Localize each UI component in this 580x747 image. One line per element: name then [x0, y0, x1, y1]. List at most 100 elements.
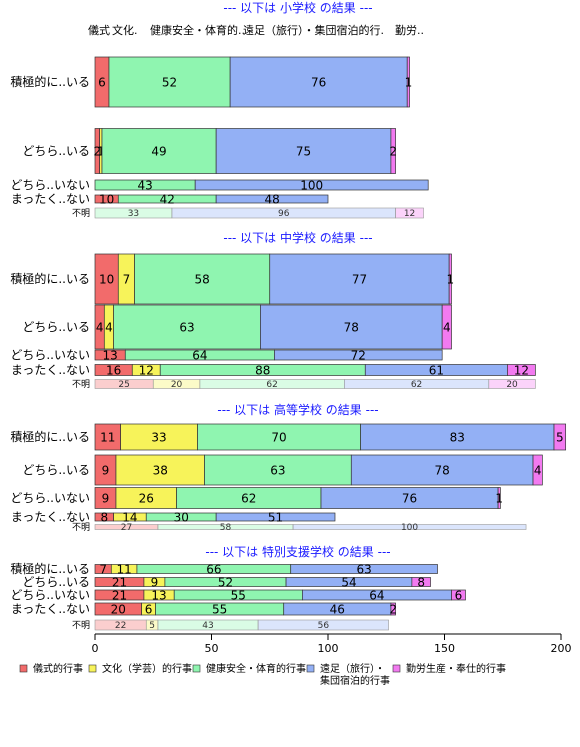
data-label: 20: [171, 380, 183, 390]
data-label: 72: [351, 349, 366, 363]
bar-segment: [101, 128, 217, 174]
data-label: 20: [506, 380, 518, 390]
data-label: 61: [429, 364, 444, 378]
data-label: 10: [99, 193, 114, 207]
data-label: 21: [112, 576, 127, 590]
data-label: 20: [111, 603, 126, 617]
data-label: 21: [112, 589, 127, 603]
data-label: 11: [100, 431, 115, 445]
bar-segment: [229, 56, 408, 108]
bar-segment: [451, 589, 466, 601]
bar-segment: [274, 349, 443, 361]
category-label: どちら..いない: [10, 588, 90, 602]
x-tick-label: 150: [434, 642, 455, 655]
legend-swatch: [19, 664, 28, 673]
data-label: 66: [206, 563, 221, 577]
data-label: 9: [102, 492, 110, 506]
bar-segment: [257, 619, 389, 631]
category-label: まったく..ない: [11, 192, 90, 206]
data-label: 4: [443, 321, 451, 335]
data-label: 48: [264, 193, 279, 207]
category-label: まったく..ない: [11, 363, 90, 377]
x-tick-label: 0: [92, 642, 99, 655]
legend-swatch: [392, 664, 401, 673]
data-label: 58: [195, 273, 210, 287]
panel-title: --- 以下は 特別支援学校 の結果 ---: [205, 544, 390, 559]
bar-segment: [113, 304, 261, 350]
data-label: 12: [139, 364, 154, 378]
data-label: 63: [179, 321, 194, 335]
data-label: 78: [344, 321, 359, 335]
data-label: 96: [278, 209, 290, 219]
x-tick-label: 50: [205, 642, 219, 655]
data-label: 100: [401, 523, 418, 533]
category-label: まったく..ない: [11, 510, 90, 524]
bar-segment: [507, 364, 536, 376]
data-label: 56: [318, 621, 330, 631]
data-label: 6: [455, 589, 463, 603]
data-label: 62: [411, 380, 422, 390]
data-label: 62: [241, 492, 256, 506]
legend-label: 健康安全・体育的行事: [206, 662, 306, 675]
data-label: 2: [94, 145, 102, 159]
data-label: 76: [402, 492, 417, 506]
legend-label: 遠足（旅行）・集団宿泊的行事: [320, 662, 390, 687]
bar-segment: [553, 423, 567, 451]
data-label: 70: [271, 431, 286, 445]
bar-segment: [108, 56, 231, 108]
data-label: 27: [121, 523, 132, 533]
bar-segment: [390, 602, 396, 616]
data-label: 42: [160, 193, 175, 207]
bar-segment: [194, 179, 429, 191]
panel-title: --- 以下は 小学校 の結果 ---: [223, 0, 372, 15]
data-label: 7: [123, 273, 131, 287]
bar-segment: [411, 577, 431, 587]
legend-label: 勤労生産・奉仕的行事: [406, 662, 506, 675]
data-label: 54: [341, 576, 356, 590]
panel-title: --- 以下は 中学校 の結果 ---: [223, 230, 372, 245]
data-label: 2: [389, 603, 397, 617]
data-label: 6: [145, 603, 153, 617]
data-label: 12: [514, 364, 529, 378]
category-label: どちら..いない: [10, 348, 90, 362]
data-label: 63: [270, 464, 285, 478]
bar-segment: [215, 128, 392, 174]
data-label: 4: [105, 321, 113, 335]
bar-segment: [390, 128, 396, 174]
data-label: 4: [534, 464, 542, 478]
data-label: 12: [404, 209, 415, 219]
data-label: 38: [153, 464, 168, 478]
category-label: どちら..いる: [22, 463, 90, 477]
data-label: 62: [266, 380, 277, 390]
data-label: 1: [97, 145, 105, 159]
data-label: 5: [556, 431, 564, 445]
data-label: 2: [389, 145, 397, 159]
bar-segment: [448, 253, 452, 305]
category-label: どちら..いない: [10, 491, 90, 505]
x-tick-label: 100: [318, 642, 339, 655]
data-label: 51: [268, 511, 283, 525]
data-label: 1: [405, 76, 413, 90]
category-label: 不明: [72, 208, 90, 219]
data-label: 43: [202, 621, 213, 631]
data-label: 64: [192, 349, 207, 363]
data-label: 16: [106, 364, 121, 378]
data-label: 4: [96, 321, 104, 335]
data-label: 9: [151, 576, 159, 590]
legend-label: 儀式的行事: [33, 662, 83, 675]
data-label: 1: [495, 492, 503, 506]
data-label: 9: [102, 464, 110, 478]
series-header-label: 遠足（旅行）・集団宿泊的行.: [243, 23, 384, 37]
data-label: 100: [300, 179, 323, 193]
data-label: 88: [255, 364, 270, 378]
data-label: 83: [450, 431, 465, 445]
legend-swatch: [192, 664, 201, 673]
bar-segment: [488, 379, 536, 389]
data-label: 64: [369, 589, 384, 603]
data-label: 22: [115, 621, 126, 631]
data-label: 13: [151, 589, 166, 603]
data-label: 77: [352, 273, 367, 287]
data-label: 5: [149, 621, 155, 631]
category-label: 積極的に..いる: [10, 429, 90, 444]
data-label: 46: [330, 603, 345, 617]
